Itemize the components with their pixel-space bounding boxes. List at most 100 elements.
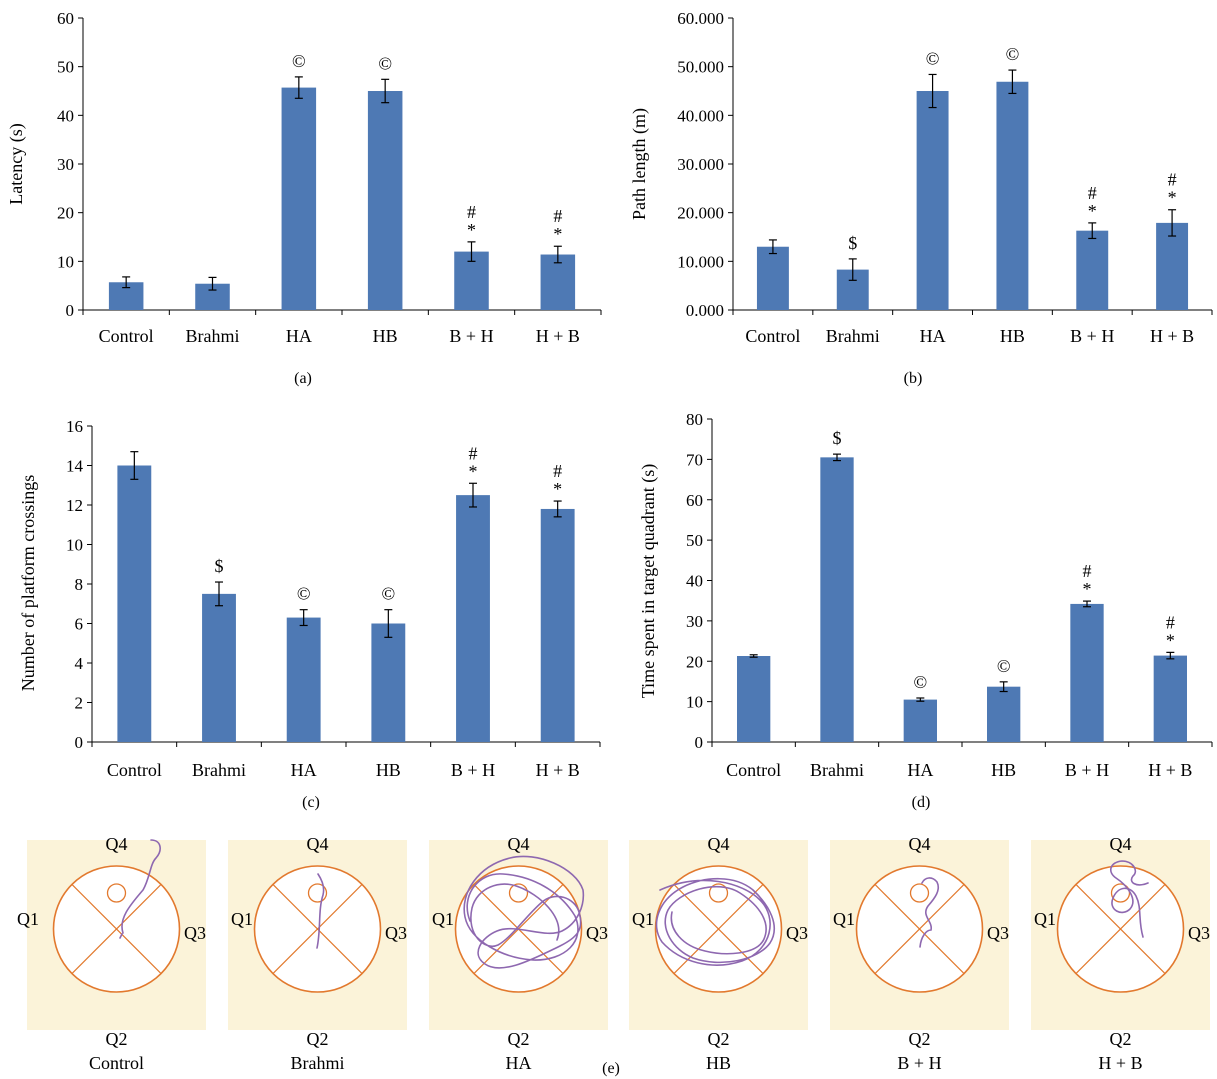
group-label: H + B	[1098, 1053, 1142, 1073]
significance-marker: #	[467, 202, 476, 222]
y-axis-label: Time spent in target quadrant (s)	[638, 464, 659, 698]
bar	[996, 81, 1029, 311]
y-tick-label: 0	[66, 301, 75, 320]
y-tick-label: 4	[75, 654, 84, 673]
x-tick-label: HA	[286, 326, 312, 346]
significance-marker: *	[1088, 201, 1097, 221]
swim-path	[919, 877, 940, 948]
significance-marker: #	[553, 206, 562, 226]
y-tick-label: 12	[66, 496, 83, 515]
quadrant-label-q4: Q4	[307, 834, 329, 854]
bar	[1070, 603, 1104, 742]
platform-marker	[307, 883, 328, 903]
x-tick-label: B + H	[451, 760, 495, 780]
group-label: B + H	[897, 1053, 941, 1073]
significance-marker: ©	[297, 584, 311, 604]
y-tick-label: 30	[686, 612, 703, 631]
bar	[903, 699, 937, 742]
quadrant-label-q1: Q1	[833, 909, 855, 929]
y-tick-label: 0	[695, 733, 704, 752]
x-tick-label: H + B	[1150, 326, 1194, 346]
bar	[540, 508, 575, 742]
quadrant-divider	[874, 884, 965, 974]
x-tick-label: Control	[107, 760, 162, 780]
chart-c: 0 2 4 6 8 10 12 14 16 Number of platform crossing…	[18, 417, 601, 811]
x-tick-label: HB	[1000, 326, 1025, 346]
x-tick-label: H + B	[536, 760, 580, 780]
swim-path-panel: Q4 Q1 Q3 Q2 Control Q4 Q1 Q3 Q2 Brahmi Q4 Q1 Q3 Q2 HA Q…	[17, 834, 1210, 1077]
significance-marker: $	[215, 556, 224, 576]
significance-marker: ©	[997, 656, 1011, 676]
bar	[1153, 655, 1187, 742]
y-tick-label: 2	[75, 694, 84, 713]
bar	[1156, 222, 1189, 310]
significance-marker: *	[1168, 188, 1177, 208]
quadrant-label-q4: Q4	[909, 834, 931, 854]
x-tick-label: B + H	[1065, 760, 1109, 780]
significance-marker: #	[1166, 612, 1175, 632]
y-tick-label: 60	[57, 9, 74, 28]
x-tick-label: Control	[99, 326, 154, 346]
x-tick-label: Brahmi	[826, 326, 880, 346]
swim-path	[121, 839, 161, 934]
x-tick-label: H + B	[1148, 760, 1192, 780]
x-tick-label: HB	[376, 760, 401, 780]
platform-marker	[1110, 883, 1131, 903]
quadrant-label-q2: Q2	[1110, 1029, 1132, 1049]
significance-marker: ©	[381, 584, 395, 604]
significance-marker: #	[469, 443, 478, 463]
bar	[281, 87, 317, 311]
y-axis-label: Number of platform crossings	[18, 475, 38, 691]
y-tick-label: 0.000	[686, 301, 724, 320]
y-tick-label: 50	[686, 531, 703, 550]
bar	[756, 246, 789, 310]
quadrant-label-q1: Q1	[231, 909, 253, 929]
quadrant-label-q3: Q3	[987, 923, 1009, 943]
bar	[820, 457, 854, 742]
bar	[916, 91, 949, 310]
y-tick-label: 10.000	[677, 252, 724, 271]
bar	[540, 254, 576, 310]
bar	[1076, 230, 1109, 310]
group-label: Control	[89, 1053, 144, 1073]
y-tick-label: 50	[57, 58, 74, 77]
bar	[286, 617, 321, 742]
chart-b: 0.000 10.000 20.000 30.000 40.000 50.000 60.00…	[629, 9, 1213, 387]
x-tick-label: Brahmi	[186, 326, 240, 346]
y-tick-label: 0	[75, 733, 84, 752]
swim-path	[1109, 860, 1149, 938]
y-tick-label: 40	[57, 106, 74, 125]
quadrant-label-q4: Q4	[106, 834, 128, 854]
panel-label: (c)	[302, 794, 320, 811]
x-tick-label: B + H	[449, 326, 493, 346]
x-tick-label: HB	[373, 326, 398, 346]
quadrant-label-q3: Q3	[184, 923, 206, 943]
quadrant-label-q2: Q2	[307, 1029, 329, 1049]
x-tick-label: HA	[920, 326, 946, 346]
swim-path	[316, 873, 325, 949]
bar	[117, 465, 152, 742]
significance-marker: ©	[913, 672, 927, 692]
significance-marker: ©	[926, 48, 940, 68]
y-tick-label: 10	[66, 536, 83, 555]
y-tick-label: 20.000	[677, 204, 724, 223]
significance-marker: ©	[1006, 44, 1020, 64]
significance-marker: #	[1083, 561, 1092, 581]
y-tick-label: 40	[686, 572, 703, 591]
y-tick-label: 50.000	[677, 58, 724, 77]
panel-label: (e)	[602, 1060, 620, 1077]
x-tick-label: Brahmi	[192, 760, 246, 780]
swim-path	[119, 933, 123, 939]
quadrant-divider	[1075, 884, 1166, 974]
y-tick-label: 60	[686, 491, 703, 510]
quadrant-label-q1: Q1	[432, 909, 454, 929]
quadrant-label-q4: Q4	[708, 834, 730, 854]
y-tick-label: 30.000	[677, 155, 724, 174]
quadrant-label-q1: Q1	[1034, 909, 1056, 929]
significance-marker: ©	[378, 53, 392, 73]
platform-marker	[508, 883, 529, 903]
significance-marker: *	[553, 224, 562, 244]
x-tick-label: HB	[991, 760, 1016, 780]
y-axis-label: Path length (m)	[629, 108, 650, 220]
